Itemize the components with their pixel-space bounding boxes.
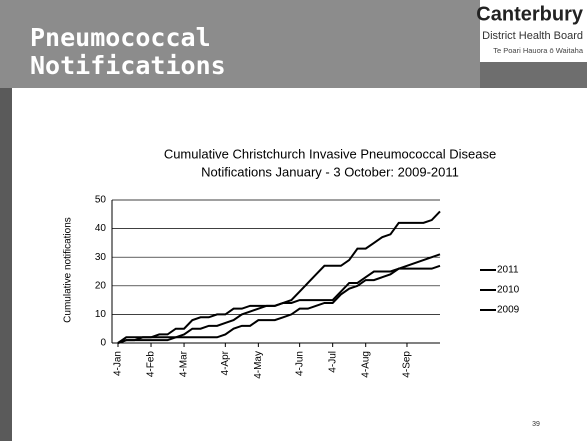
line (117, 253, 441, 344)
x-tick-label: 4-May (253, 351, 264, 379)
logo-maori: Te Poari Hauora ō Waitaha (493, 46, 584, 55)
chart-title: Cumulative Christchurch Invasive Pneumoc… (164, 146, 496, 161)
header-band (0, 0, 480, 88)
page-number: 39 (532, 421, 540, 428)
x-tick-label: 4-Aug (360, 351, 371, 378)
x-tick-label: 4-Jun (294, 351, 305, 376)
y-tick-label: 30 (95, 252, 107, 263)
header-block (480, 62, 587, 88)
x-tick-label: 4-Jan (113, 351, 124, 376)
y-tick-label: 10 (95, 309, 107, 320)
legend-label: 2009 (497, 305, 520, 316)
x-tick-label: 4-Apr (220, 350, 231, 375)
title-box: Pneumococcal Notifications (30, 24, 226, 80)
y-tick-label: 0 (100, 338, 106, 349)
logo-name: Canterbury (476, 3, 584, 25)
chart-subtitle: Notifications January - 3 October: 2009-… (201, 164, 459, 179)
line (117, 264, 441, 344)
legend-label: 2010 (497, 285, 520, 296)
y-tick-label: 40 (95, 223, 107, 234)
x-tick-label: 4-Mar (179, 350, 190, 377)
logo-sub: District Health Board (482, 30, 583, 42)
side-bar (0, 88, 12, 441)
slide-title: Pneumococcal Notifications (30, 24, 226, 80)
x-tick-label: 4-Sep (402, 351, 413, 378)
y-axis-label: Cumulative notifications (63, 217, 74, 323)
legend-label: 2011 (497, 265, 519, 276)
x-tick-label: 4-Jul (327, 351, 338, 373)
x-tick-label: 4-Feb (146, 351, 157, 378)
y-tick-label: 50 (95, 195, 107, 206)
y-tick-label: 20 (95, 280, 107, 291)
